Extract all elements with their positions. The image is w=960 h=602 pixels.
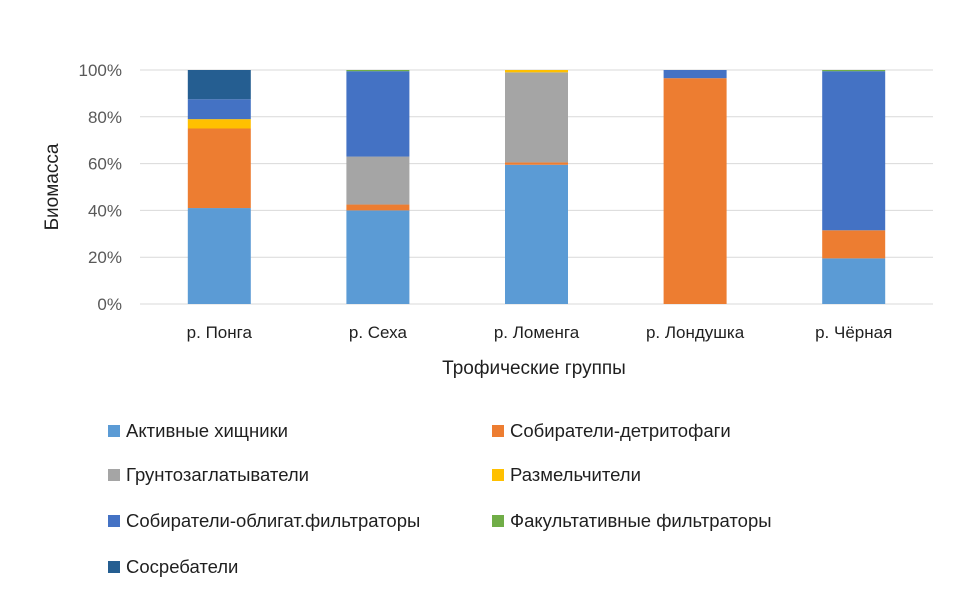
x-tick-label: р. Лондушка (646, 323, 745, 342)
legend-label: Активные хищники (126, 420, 289, 441)
y-tick-label: 60% (88, 155, 122, 174)
y-axis-ticks: 0% 20% 40% 60% 80% 100% (79, 61, 122, 314)
bar-segment (822, 70, 886, 72)
legend-item: Размельчители (492, 464, 641, 486)
bar-segment (346, 156, 410, 205)
legend-item: Собиратели-детритофаги (492, 420, 731, 442)
bar-segment (505, 72, 568, 163)
legend-swatch (492, 425, 504, 437)
y-tick-label: 0% (97, 295, 122, 314)
legend-item: Активные хищники (108, 420, 288, 442)
legend-label: Собиратели-детритофаги (510, 420, 731, 441)
y-tick-label: 40% (88, 201, 122, 220)
y-tick-label: 100% (79, 61, 122, 80)
legend-swatch (108, 515, 120, 527)
legend-swatch (108, 425, 120, 437)
bar-segment (505, 164, 568, 304)
legend-label: Грунтозаглатыватели (126, 464, 310, 485)
legend-label: Собиратели-облигат.фильтраторы (126, 510, 421, 531)
bar-segment (505, 162, 568, 165)
legend-item: Грунтозаглатыватели (108, 464, 309, 486)
legend-item: Сосребатели (108, 556, 238, 578)
bar-segment (346, 70, 410, 72)
x-tick-label: р. Ломенга (494, 323, 580, 342)
x-tick-label: р. Сеха (349, 323, 408, 342)
legend-item: Факультативные фильтраторы (492, 510, 772, 532)
y-tick-label: 20% (88, 248, 122, 267)
legend-swatch (492, 469, 504, 481)
legend-label: Сосребатели (126, 556, 239, 577)
x-axis-title: Трофические группы (442, 358, 626, 379)
bars (187, 70, 886, 304)
bar-segment (822, 71, 886, 231)
bar-segment (187, 99, 251, 120)
legend-item: Собиратели-облигат.фильтраторы (108, 510, 420, 532)
legend-swatch (492, 515, 504, 527)
legend-swatch (108, 561, 120, 573)
x-tick-label: р. Понга (187, 323, 253, 342)
bar-segment (346, 210, 410, 304)
bar-segment (663, 78, 727, 304)
legend-swatch (108, 469, 120, 481)
bar-segment (505, 70, 568, 73)
y-axis-title: Биомасса (42, 143, 63, 230)
bar-segment (663, 70, 727, 79)
bar-segment (822, 258, 886, 304)
x-tick-label: р. Чёрная (815, 323, 892, 342)
legend-label: Размельчители (510, 464, 641, 485)
bar-segment (346, 204, 410, 211)
x-axis-ticks: р. Понга р. Сеха р. Ломенга р. Лондушка р. Ч… (187, 323, 893, 342)
bar-segment (187, 119, 251, 129)
bar-segment (187, 128, 251, 209)
legend-label: Факультативные фильтраторы (510, 510, 772, 531)
bar-segment (187, 70, 251, 100)
bar-segment (822, 230, 886, 259)
bar-segment (187, 208, 251, 304)
y-tick-label: 80% (88, 108, 122, 127)
chart-plot: 0% 20% 40% 60% 80% 100% р. Понга р. Сеха р. Лом… (42, 61, 933, 379)
bar-segment (346, 71, 410, 157)
